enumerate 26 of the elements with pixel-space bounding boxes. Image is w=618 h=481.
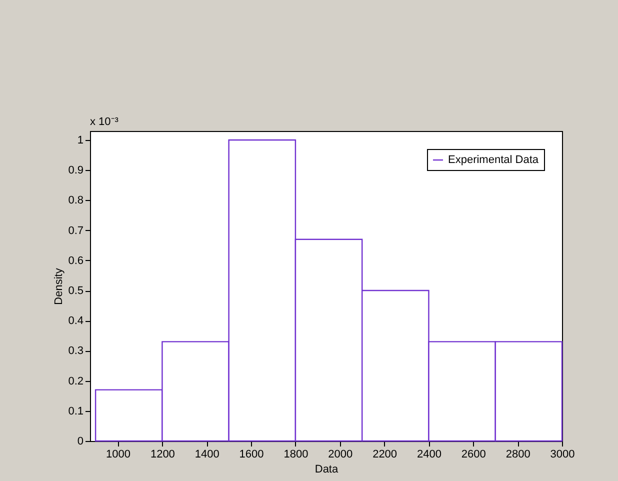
- x-tick-label: 1200: [150, 448, 175, 460]
- y-tick-label: 0.8: [68, 194, 84, 207]
- x-axis-title: Data: [314, 464, 339, 476]
- x-tick-label: 2600: [461, 448, 486, 460]
- x-tick-label: 1600: [239, 448, 264, 460]
- x-tick-label: 1800: [284, 448, 308, 460]
- y-axis-title: Density: [53, 268, 66, 305]
- x-tick-label: 2200: [372, 448, 398, 460]
- y-tick-label: 0.5: [68, 285, 84, 298]
- y-tick-label: 0.9: [68, 164, 84, 177]
- legend-label: Experimental Data: [448, 154, 540, 166]
- y-tick-label: 0.1: [68, 405, 84, 418]
- y-tick-label: 0.3: [68, 345, 84, 358]
- text: x 10⁻³: [90, 116, 119, 128]
- y-tick-label: 0.4: [68, 315, 84, 328]
- x-tick-label: 1400: [194, 448, 220, 460]
- x-tick-label: 2000: [328, 448, 353, 460]
- x-tick-label: 1000: [106, 448, 131, 460]
- x-tick-label: 2400: [416, 448, 442, 460]
- x-tick-label: 3000: [550, 448, 575, 460]
- x-tick-label: 2800: [506, 448, 530, 460]
- y-tick-label: 0.7: [68, 224, 84, 237]
- y-tick-label: 0.2: [68, 375, 84, 388]
- y-tick-label: 0.6: [68, 254, 84, 267]
- y-tick-label: 0: [77, 436, 84, 448]
- y-tick-label: 1: [77, 134, 84, 147]
